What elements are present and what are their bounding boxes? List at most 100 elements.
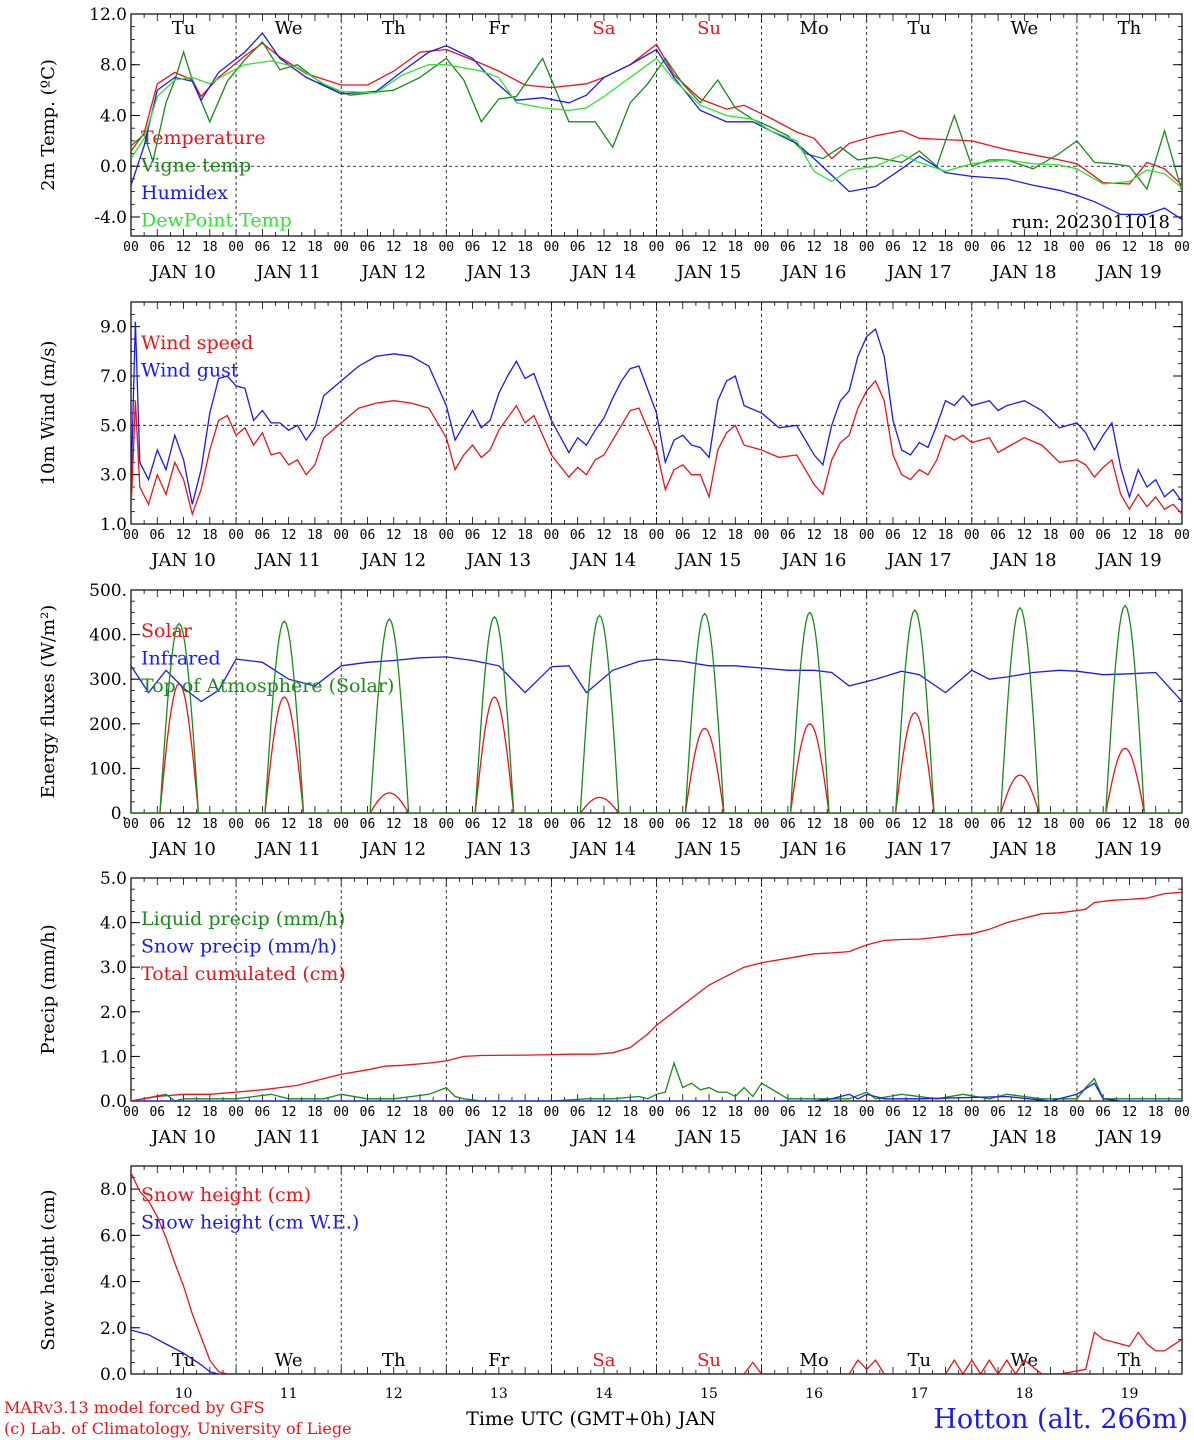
x-hour-label: 00 xyxy=(438,240,454,255)
y-axis-title: 10m Wind (m/s) xyxy=(38,341,59,486)
x-day-number: 16 xyxy=(805,1386,823,1402)
x-date-label: JAN 19 xyxy=(1095,1127,1162,1148)
x-hour-label: 18 xyxy=(727,1105,743,1120)
x-hour-label: 12 xyxy=(1122,1105,1138,1120)
x-hour-label: 12 xyxy=(596,528,612,543)
panel-1: 12.0 8.0 4.0 0.0 -4.0 2m Temp. (ºC) 00 06 12 18 00… xyxy=(38,5,1190,283)
x-hour-label: 12 xyxy=(491,1105,507,1120)
y-tick-label: 100. xyxy=(89,759,127,779)
x-date-label: JAN 14 xyxy=(570,839,637,860)
x-hour-label: 12 xyxy=(281,528,297,543)
x-hour-label: 00 xyxy=(859,1105,875,1120)
y-tick-label: 0.0 xyxy=(100,1092,127,1112)
x-hour-label: 06 xyxy=(885,528,901,543)
legend-entry: DewPoint Temp xyxy=(141,210,292,232)
x-hour-label: 18 xyxy=(622,1105,638,1120)
y-tick-label: 0.0 xyxy=(100,1365,127,1385)
legend-entry: Infrared xyxy=(141,648,221,670)
x-hour-label: 00 xyxy=(123,240,139,255)
y-tick-label: 200. xyxy=(89,715,127,735)
x-hour-label: 12 xyxy=(701,240,717,255)
y-tick-label: 9.0 xyxy=(100,318,127,338)
x-day-number: 10 xyxy=(175,1386,193,1402)
x-hour-label: 18 xyxy=(938,817,954,832)
legend-entry: Liquid precip (mm/h) xyxy=(141,908,345,930)
x-date-label: JAN 14 xyxy=(570,1127,637,1148)
legend-entry: Top of Atmosphere (Solar) xyxy=(141,675,394,697)
weekday-label: Fr xyxy=(488,1350,509,1371)
weekday-label: Th xyxy=(382,18,406,39)
x-hour-label: 18 xyxy=(307,817,323,832)
x-hour-label: 18 xyxy=(202,817,218,832)
weekday-label: Su xyxy=(697,18,721,39)
lab-credit: (c) Lab. of Climatology, University of L… xyxy=(4,1419,352,1438)
x-hour-label: 18 xyxy=(727,240,743,255)
y-tick-label: 5.0 xyxy=(100,416,127,436)
x-hour-label: 00 xyxy=(859,528,875,543)
x-hour-label: 00 xyxy=(333,1105,349,1120)
y-axis-title: 2m Temp. (ºC) xyxy=(38,59,59,191)
y-tick-label: 8.0 xyxy=(100,1180,127,1200)
x-hour-label: 00 xyxy=(1174,1105,1190,1120)
y-tick-label: 7.0 xyxy=(100,367,127,387)
x-date-label: JAN 16 xyxy=(780,1127,847,1148)
x-hour-label: 00 xyxy=(438,1105,454,1120)
station-name: Hotton (alt. 266m) xyxy=(933,1404,1188,1435)
y-tick-label: 3.0 xyxy=(100,466,127,486)
x-date-label: JAN 16 xyxy=(780,550,847,571)
x-hour-label: 18 xyxy=(622,817,638,832)
legend-entry: Wind gust xyxy=(141,360,239,382)
x-hour-label: 12 xyxy=(596,240,612,255)
x-date-label: JAN 10 xyxy=(149,1127,216,1148)
x-hour-label: 12 xyxy=(596,817,612,832)
x-hour-label: 06 xyxy=(570,1105,586,1120)
x-hour-label: 06 xyxy=(780,1105,796,1120)
series-line-2 xyxy=(131,891,1182,1101)
x-hour-label: 12 xyxy=(491,528,507,543)
x-hour-label: 18 xyxy=(412,817,428,832)
weekday-label: Th xyxy=(1118,18,1142,39)
x-hour-label: 06 xyxy=(675,240,691,255)
x-hour-label: 12 xyxy=(176,528,192,543)
x-hour-label: 06 xyxy=(149,528,165,543)
x-hour-label: 06 xyxy=(255,240,271,255)
x-hour-label: 00 xyxy=(1069,528,1085,543)
legend-entry: Snow height (cm) xyxy=(141,1184,311,1206)
weekday-label: Sa xyxy=(592,1350,615,1371)
x-hour-label: 18 xyxy=(517,1105,533,1120)
x-hour-label: 06 xyxy=(360,240,376,255)
x-hour-label: 00 xyxy=(1174,240,1190,255)
x-hour-label: 12 xyxy=(701,528,717,543)
x-hour-label: 12 xyxy=(806,1105,822,1120)
x-hour-label: 06 xyxy=(360,528,376,543)
x-hour-label: 18 xyxy=(833,1105,849,1120)
x-hour-label: 12 xyxy=(911,817,927,832)
x-hour-label: 06 xyxy=(465,1105,481,1120)
legend-entry: Temperature xyxy=(141,127,265,149)
x-hour-label: 00 xyxy=(859,817,875,832)
series-line-3 xyxy=(131,57,1182,189)
x-hour-label: 00 xyxy=(228,240,244,255)
x-hour-label: 00 xyxy=(544,1105,560,1120)
x-hour-label: 12 xyxy=(176,240,192,255)
x-hour-label: 00 xyxy=(754,528,770,543)
x-hour-label: 06 xyxy=(990,817,1006,832)
series-line-2 xyxy=(131,604,1182,813)
x-hour-label: 18 xyxy=(202,528,218,543)
x-hour-label: 18 xyxy=(833,240,849,255)
x-hour-label: 00 xyxy=(1069,1105,1085,1120)
series-line-0 xyxy=(131,379,1182,517)
x-date-label: JAN 12 xyxy=(359,262,426,283)
weekday-label: We xyxy=(275,1350,303,1371)
x-day-number: 12 xyxy=(385,1386,403,1402)
y-tick-label: 4.0 xyxy=(100,106,127,126)
y-tick-label: 4.0 xyxy=(100,914,127,934)
x-hour-label: 06 xyxy=(885,817,901,832)
x-hour-label: 06 xyxy=(780,817,796,832)
x-hour-label: 00 xyxy=(649,1105,665,1120)
x-hour-label: 12 xyxy=(281,1105,297,1120)
weekday-label: Sa xyxy=(592,18,615,39)
x-date-label: JAN 15 xyxy=(675,839,742,860)
x-hour-label: 18 xyxy=(412,528,428,543)
x-hour-label: 00 xyxy=(1069,240,1085,255)
